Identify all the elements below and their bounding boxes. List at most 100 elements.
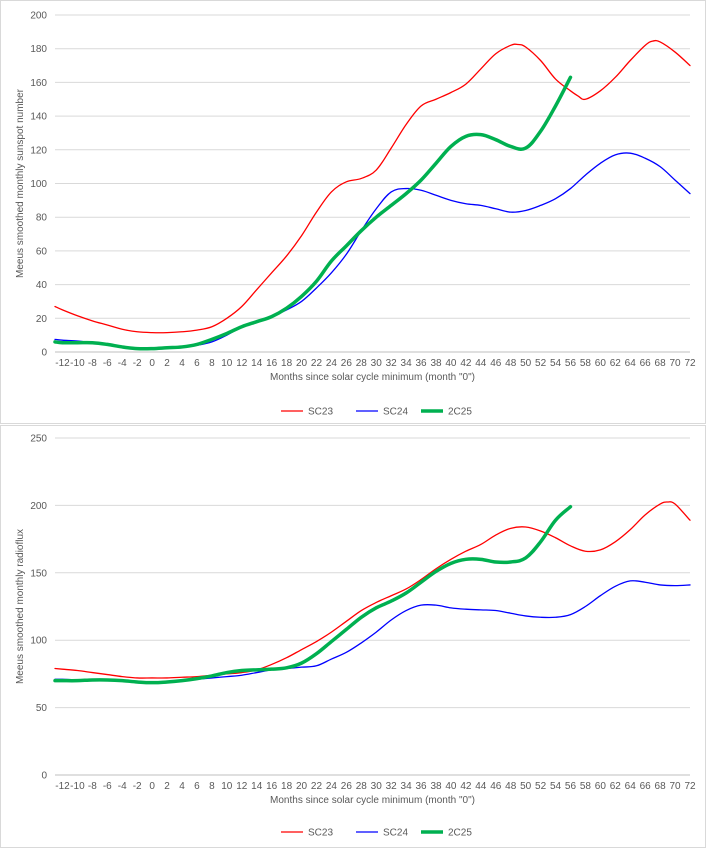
y-tick-label: 0: [41, 771, 47, 782]
x-tick-label: 60: [595, 358, 607, 369]
x-tick-label: 54: [550, 358, 562, 369]
y-tick-label: 40: [36, 280, 48, 291]
x-tick-label: 50: [520, 781, 532, 792]
series-line-2c25: [53, 505, 573, 685]
x-tick-label: 52: [535, 781, 547, 792]
y-tick-label: 200: [30, 11, 47, 22]
x-tick-label: 34: [401, 781, 413, 792]
x-tick-label: 68: [655, 781, 667, 792]
x-tick-label: 14: [251, 358, 263, 369]
x-tick-label: 60: [595, 781, 607, 792]
x-tick-label: 28: [356, 358, 368, 369]
x-tick-label: 52: [535, 358, 547, 369]
legend-label: 2C25: [448, 407, 472, 418]
legend-label: SC23: [308, 407, 333, 418]
legend-label: SC24: [383, 407, 408, 418]
y-tick-label: 250: [30, 434, 47, 445]
x-tick-label: 44: [475, 781, 487, 792]
x-tick-label: 46: [490, 781, 502, 792]
x-tick-label: -10: [70, 358, 85, 369]
legend-label: SC24: [383, 828, 408, 839]
x-tick-label: 6: [194, 781, 200, 792]
y-tick-label: 20: [36, 314, 48, 325]
x-tick-label: 42: [460, 781, 472, 792]
x-tick-label: 72: [684, 781, 696, 792]
x-tick-label: 26: [341, 781, 353, 792]
x-tick-label: 0: [149, 781, 155, 792]
x-tick-label: 36: [415, 781, 427, 792]
x-tick-label: 32: [386, 781, 398, 792]
y-tick-label: 150: [30, 568, 47, 579]
x-tick-label: 30: [371, 781, 383, 792]
y-tick-label: 60: [36, 246, 48, 257]
y-tick-label: 50: [36, 703, 48, 714]
x-tick-label: 16: [266, 358, 278, 369]
y-tick-label: 120: [30, 145, 47, 156]
legend-label: 2C25: [448, 828, 472, 839]
series-line-sc23: [54, 39, 691, 334]
x-tick-label: 40: [445, 358, 457, 369]
y-tick-label: 0: [41, 348, 47, 359]
x-tick-label: -8: [88, 358, 97, 369]
series-line-sc24: [54, 580, 691, 683]
x-tick-label: -6: [103, 781, 112, 792]
x-tick-label: 20: [296, 781, 308, 792]
x-tick-label: 40: [445, 781, 457, 792]
x-tick-label: -12: [55, 781, 70, 792]
x-tick-label: 22: [311, 781, 323, 792]
x-tick-label: 16: [266, 781, 278, 792]
x-tick-label: 56: [565, 781, 577, 792]
x-tick-label: 32: [386, 358, 398, 369]
x-tick-label: -4: [118, 358, 127, 369]
x-tick-label: 18: [281, 781, 293, 792]
x-tick-label: 4: [179, 781, 185, 792]
x-tick-label: 42: [460, 358, 472, 369]
x-tick-label: 20: [296, 358, 308, 369]
x-tick-label: 0: [149, 358, 155, 369]
x-tick-label: 10: [221, 358, 233, 369]
y-tick-label: 200: [30, 501, 47, 512]
x-tick-label: 66: [640, 781, 652, 792]
x-tick-label: 54: [550, 781, 562, 792]
x-tick-label: 68: [655, 358, 667, 369]
x-tick-label: 70: [669, 781, 681, 792]
x-tick-label: -6: [103, 358, 112, 369]
x-axis-title: Months since solar cycle minimum (month …: [270, 372, 475, 383]
sunspot-chart-panel: 0 20 40 60 80 100 120 140 160 180 200 -12 -10 -8 -6 -4-…: [0, 0, 706, 424]
x-tick-label: 48: [505, 781, 517, 792]
radioflux-chart-panel: 0 50 100 150 200 250 -12 -10 -8 -6 -4 -2 0 2 4 6 8 10 12 14…: [0, 425, 706, 848]
x-tick-label: 36: [415, 358, 427, 369]
x-tick-label: 38: [430, 781, 442, 792]
x-tick-label: 62: [610, 781, 622, 792]
y-axis-title: Meeus smoothed monthly sunspot number: [15, 88, 26, 278]
x-tick-label: 8: [209, 358, 215, 369]
x-tick-label: 62: [610, 358, 622, 369]
x-tick-label: -8: [88, 781, 97, 792]
x-tick-label: 56: [565, 358, 577, 369]
x-tick-label: 70: [669, 358, 681, 369]
x-tick-label: -12: [55, 358, 70, 369]
y-tick-label: 100: [30, 179, 47, 190]
x-tick-label: 12: [236, 781, 248, 792]
x-tick-label: 24: [326, 781, 338, 792]
x-tick-label: 72: [684, 358, 696, 369]
x-tick-label: 26: [341, 358, 353, 369]
x-tick-label: 58: [580, 358, 592, 369]
x-tick-label: -2: [133, 781, 142, 792]
x-tick-label: 48: [505, 358, 517, 369]
y-tick-label: 140: [30, 112, 47, 123]
series-line-sc23: [54, 501, 691, 679]
x-tick-label: 8: [209, 781, 215, 792]
x-tick-label: 46: [490, 358, 502, 369]
x-tick-label: 66: [640, 358, 652, 369]
x-tick-label: 24: [326, 358, 338, 369]
x-tick-label: 2: [164, 358, 170, 369]
y-tick-label: 80: [36, 213, 48, 224]
x-tick-label: 12: [236, 358, 248, 369]
x-tick-label: 38: [430, 358, 442, 369]
x-tick-label: 6: [194, 358, 200, 369]
x-tick-label: 14: [251, 781, 263, 792]
x-tick-label: 44: [475, 358, 487, 369]
